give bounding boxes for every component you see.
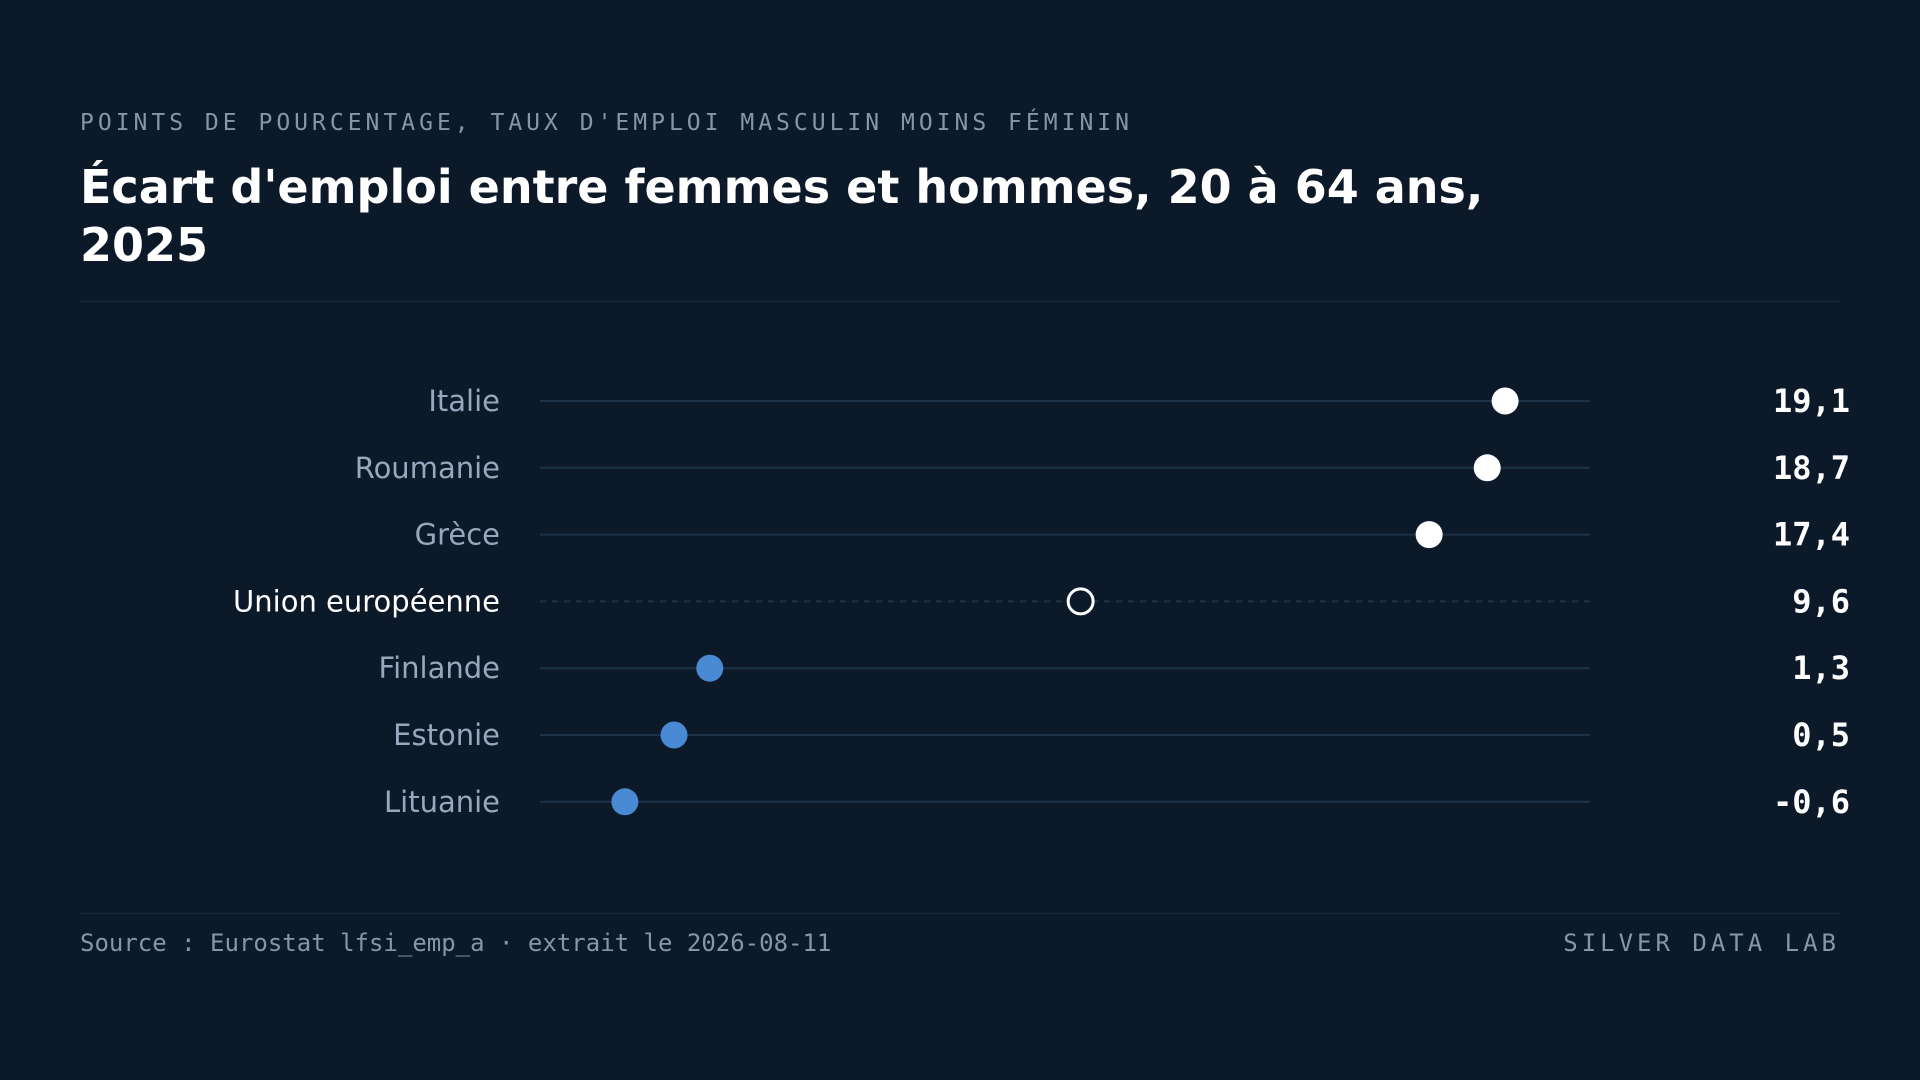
chart-title: Écart d'emploi entre femmes et hommes, 2… (80, 160, 1484, 272)
category-label: Finlande (379, 651, 500, 685)
value-label: 19,1 (1773, 382, 1850, 420)
data-dot (1491, 387, 1519, 415)
category-label: Grèce (415, 518, 500, 552)
value-label: 0,5 (1792, 716, 1850, 754)
category-label: Lituanie (384, 785, 500, 819)
data-dot (1415, 521, 1443, 549)
value-label: 17,4 (1773, 516, 1850, 554)
category-label: Italie (428, 384, 500, 418)
category-label: Roumanie (355, 451, 500, 485)
value-label: 9,6 (1792, 582, 1850, 620)
data-dot (696, 654, 724, 682)
data-dot (611, 788, 639, 816)
data-dot (1473, 454, 1501, 482)
reference-dot (1066, 587, 1095, 616)
value-label: 18,7 (1773, 449, 1850, 487)
brand-label: SILVER DATA LAB (1563, 929, 1840, 957)
chart-subtitle: POINTS DE POURCENTAGE, TAUX D'EMPLOI MAS… (80, 110, 1133, 136)
source-note: Source : Eurostat lfsi_emp_a · extrait l… (80, 929, 832, 957)
value-label: 1,3 (1792, 649, 1850, 687)
value-label: -0,6 (1773, 783, 1850, 821)
category-label: Estonie (393, 718, 500, 752)
dot-plot: Italie 19,1 Roumanie 18,7 Grèce 17,4 Union eur… (233, 382, 1850, 821)
header-divider (80, 301, 1840, 302)
category-label: Union européenne (233, 584, 500, 618)
footer-divider (80, 913, 1840, 914)
data-dot (660, 721, 688, 749)
